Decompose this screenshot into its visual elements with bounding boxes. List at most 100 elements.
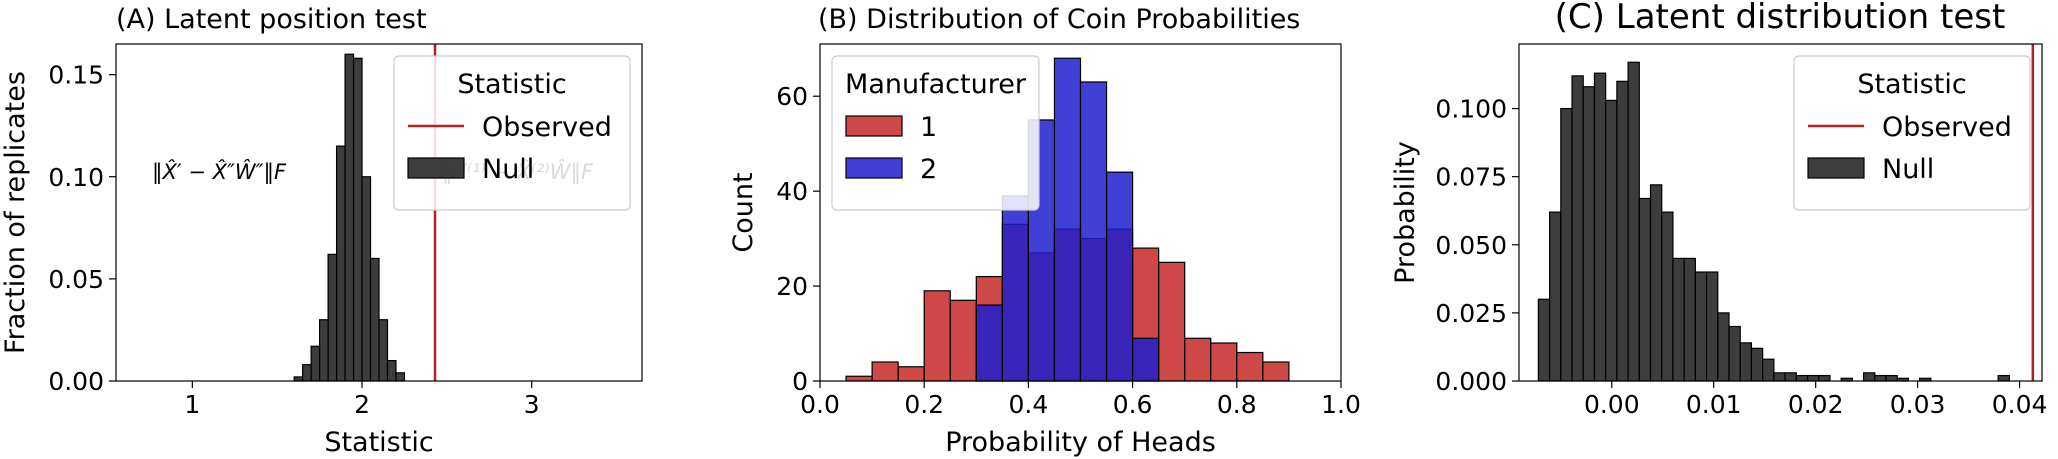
y-tick-label: 0.100 (1435, 95, 1507, 124)
bar (302, 364, 312, 382)
bar (369, 257, 380, 382)
bar (1784, 372, 1797, 382)
bar (1262, 361, 1290, 382)
bar (1773, 372, 1786, 382)
panel: (A) Latent position test 1 2 3 0.00 0.05 0.10 0… (0, 4, 643, 458)
bar (1537, 298, 1551, 382)
plot-frame (1518, 43, 2043, 382)
y-tick-label: 0.075 (1435, 163, 1507, 192)
y-tick-label: 0.050 (1435, 231, 1507, 260)
legend-title: Manufacturer (845, 69, 1027, 100)
bar (1862, 372, 1876, 382)
bar (1694, 271, 1708, 382)
y-tick-label: 0 (792, 367, 808, 396)
bar (344, 53, 355, 382)
bar (1649, 184, 1663, 382)
y-tick-label: 0.10 (48, 163, 104, 192)
x-tick-label: 1 (184, 390, 200, 419)
legend-label: Observed (482, 112, 612, 143)
x-tick-label: 0.03 (1890, 390, 1946, 419)
bar (1001, 195, 1029, 382)
legend-label: Null (1882, 154, 1934, 185)
x-tick-label: 2 (354, 390, 370, 419)
bar (1593, 72, 1607, 382)
bar (1997, 374, 2010, 382)
y-tick-label: 40 (776, 177, 808, 206)
y-axis-label: Fraction of replicates (0, 71, 31, 354)
bar (1806, 374, 1820, 382)
x-tick-label: 0.2 (904, 390, 944, 419)
bar (1616, 80, 1629, 382)
bar (1582, 86, 1596, 382)
legend-swatch (407, 157, 465, 179)
bar (1638, 197, 1652, 382)
bar (1661, 211, 1674, 382)
x-tick-label: 1.0 (1321, 390, 1361, 419)
bar (1605, 99, 1618, 382)
bar (1131, 337, 1160, 382)
bar (1705, 271, 1719, 382)
bar (1158, 261, 1186, 382)
x-tick-label: 3 (524, 390, 540, 419)
panel: (C) Latent distribution test 0.00 0.01 0.02… (1390, 0, 2047, 419)
bar (1105, 171, 1134, 382)
legend-label: 1 (920, 112, 937, 143)
y-tick-label: 0.15 (48, 61, 104, 90)
annotation: ‖X̂′ − X̂″Ŵ″‖F (152, 159, 287, 185)
y-tick-label: 60 (776, 82, 808, 111)
bar (352, 57, 363, 382)
bar (395, 372, 406, 382)
chart-title: (A) Latent position test (116, 4, 427, 35)
bar (1571, 75, 1584, 382)
legend-swatch (845, 115, 903, 137)
bar (897, 366, 925, 382)
bar (871, 361, 899, 382)
bar (1627, 61, 1640, 382)
bar (1717, 312, 1730, 382)
bar (1885, 374, 1898, 382)
y-axis-label: Count (728, 172, 759, 252)
bar (361, 176, 372, 382)
bar (1874, 374, 1887, 382)
x-tick-label: 0.4 (1009, 390, 1049, 419)
bar (310, 345, 321, 382)
legend-swatch (845, 157, 903, 179)
bar (923, 290, 951, 382)
x-tick-label: 0.04 (1992, 390, 2048, 419)
bar (845, 375, 873, 382)
bar (293, 376, 304, 382)
y-tick-label: 0.05 (48, 265, 104, 294)
bar (1672, 257, 1685, 382)
bar (1236, 351, 1264, 382)
x-tick-label: 0.01 (1686, 390, 1742, 419)
legend-label: Null (482, 154, 534, 185)
bar (949, 299, 977, 382)
y-tick-label: 0.00 (48, 367, 104, 396)
bar (1210, 342, 1238, 382)
plot-frame (819, 43, 1342, 382)
bar (975, 304, 1003, 382)
chart-title: (C) Latent distribution test (1555, 0, 2006, 37)
bar (1818, 374, 1831, 382)
y-tick-label: 0.000 (1435, 367, 1507, 396)
y-tick-label: 0.025 (1435, 299, 1507, 328)
legend-title: Statistic (457, 69, 566, 100)
bar (1053, 57, 1082, 382)
bar (1795, 374, 1809, 382)
legend-title: Statistic (1857, 69, 1966, 100)
legend-swatch (1807, 157, 1865, 179)
x-axis-label: Probability of Heads (945, 427, 1216, 458)
legend-label: 2 (920, 154, 937, 185)
bar (1762, 358, 1775, 382)
bar (319, 319, 329, 382)
x-axis-label: Statistic (324, 427, 433, 458)
bar (1739, 342, 1753, 382)
x-tick-label: 0.00 (1584, 390, 1640, 419)
chart-title: (B) Distribution of Coin Probabilities (818, 4, 1300, 35)
bar (1728, 325, 1741, 382)
x-tick-label: 0.02 (1788, 390, 1844, 419)
x-tick-label: 0.8 (1217, 390, 1257, 419)
legend-label: Observed (1882, 112, 2012, 143)
